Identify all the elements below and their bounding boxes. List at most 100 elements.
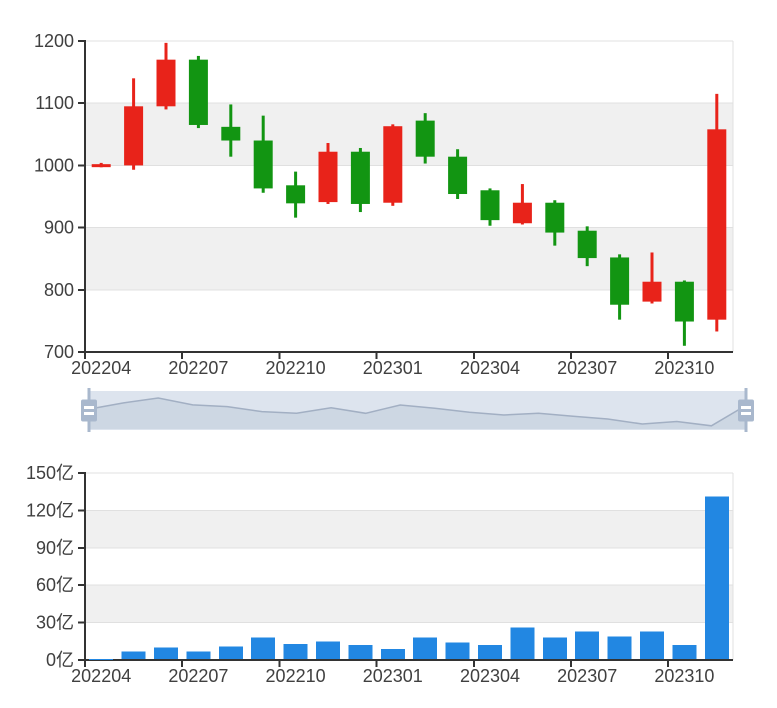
candle-202303[interactable] xyxy=(448,149,468,199)
volume-bar-202308[interactable] xyxy=(607,636,632,659)
handle-grip-body xyxy=(81,399,97,422)
y-axis-label: 1100 xyxy=(35,93,74,113)
volume-bar-202305[interactable] xyxy=(510,627,535,659)
volume-bar-202306[interactable] xyxy=(542,637,567,659)
handle-grip-slot xyxy=(741,412,751,415)
candle-202207[interactable] xyxy=(188,55,208,129)
y-axis-label: 120亿 xyxy=(26,500,74,520)
x-axis-label: 202310 xyxy=(654,666,714,686)
split-area xyxy=(85,547,733,586)
volume-bar-202207[interactable] xyxy=(186,651,211,659)
candle-202209[interactable] xyxy=(253,115,273,193)
split-area xyxy=(85,227,733,290)
y-axis-label: 60亿 xyxy=(36,575,74,595)
x-axis-label: 202307 xyxy=(557,666,617,686)
slider-right-handle[interactable] xyxy=(738,388,754,432)
candle-body xyxy=(383,126,403,203)
y-axis-label: 30亿 xyxy=(36,613,74,633)
x-axis-label: 202304 xyxy=(460,358,520,378)
candle-body xyxy=(642,281,662,302)
x-axis-label: 202304 xyxy=(460,666,520,686)
x-axis-label: 202301 xyxy=(363,358,423,378)
data-zoom-slider[interactable] xyxy=(81,388,754,432)
volume-bar-202311[interactable] xyxy=(704,496,729,659)
volume-bar-202301[interactable] xyxy=(380,648,405,659)
x-axis-label: 202204 xyxy=(71,666,131,686)
candle-202205[interactable] xyxy=(124,78,144,170)
volume-bar-202309[interactable] xyxy=(640,631,664,659)
candle-202306[interactable] xyxy=(545,200,565,246)
candle-202206[interactable] xyxy=(156,42,176,110)
candle-202311[interactable] xyxy=(707,93,727,332)
x-axis-label: 202207 xyxy=(168,358,228,378)
volume-bar-202205[interactable] xyxy=(121,651,146,659)
candle-body xyxy=(674,281,694,322)
split-area xyxy=(85,622,733,660)
candle-body xyxy=(415,120,435,157)
volume-bar-202307[interactable] xyxy=(575,631,600,659)
y-axis-label: 1200 xyxy=(34,31,74,51)
candle-202310[interactable] xyxy=(674,280,694,346)
candle-body xyxy=(350,151,370,204)
candle-body xyxy=(512,202,532,224)
split-area xyxy=(85,165,733,228)
volume-bar-202209[interactable] xyxy=(251,637,276,659)
candle-202211[interactable] xyxy=(318,143,338,204)
volume-bar-202302[interactable] xyxy=(413,637,438,659)
candle-202301[interactable] xyxy=(383,124,403,206)
candle-body xyxy=(318,151,338,203)
handle-grip-slot xyxy=(84,406,94,409)
y-axis-label: 800 xyxy=(44,280,74,300)
y-axis-label: 900 xyxy=(44,218,74,238)
candle-body xyxy=(124,106,144,166)
candle-body xyxy=(286,185,306,204)
x-axis-label: 202310 xyxy=(654,358,714,378)
candle-body xyxy=(221,126,241,141)
candle-202302[interactable] xyxy=(415,113,435,164)
volume-bar-202303[interactable] xyxy=(445,642,470,659)
volume-bar-202211[interactable] xyxy=(316,641,340,659)
slider-data-shadow xyxy=(89,398,746,429)
candle-202309[interactable] xyxy=(642,252,662,304)
handle-grip-body xyxy=(738,399,754,422)
candle-202304[interactable] xyxy=(480,188,500,226)
x-axis-label: 202207 xyxy=(168,666,228,686)
candle-wick xyxy=(650,252,654,304)
candle-202212[interactable] xyxy=(350,147,370,213)
split-area xyxy=(85,510,733,548)
candle-body xyxy=(448,156,468,195)
candle-body xyxy=(91,164,111,168)
candle-202204[interactable] xyxy=(91,162,111,168)
y-axis-label: 0亿 xyxy=(46,650,74,670)
handle-grip-slot xyxy=(84,412,94,415)
candle-202308[interactable] xyxy=(610,254,630,320)
split-area xyxy=(85,585,733,623)
candle-body xyxy=(253,140,273,189)
candle-202210[interactable] xyxy=(286,171,306,218)
volume-bar-202304[interactable] xyxy=(478,645,502,659)
volume-bar-202208[interactable] xyxy=(218,646,243,659)
candle-body xyxy=(188,59,208,125)
x-axis-label: 202210 xyxy=(266,358,326,378)
candle-body xyxy=(577,230,597,259)
split-area xyxy=(85,473,733,511)
candle-body xyxy=(156,59,176,107)
candle-202208[interactable] xyxy=(221,104,241,157)
split-area xyxy=(85,103,733,166)
handle-grip-slot xyxy=(741,406,751,409)
volume-bar-202310[interactable] xyxy=(672,645,697,659)
candle-202305[interactable] xyxy=(512,184,532,225)
volume-bar-202206[interactable] xyxy=(154,647,178,659)
volume-bar-202212[interactable] xyxy=(348,645,373,659)
y-axis-label: 1000 xyxy=(34,155,74,175)
volume-bar-202210[interactable] xyxy=(283,643,308,659)
y-axis-label: 700 xyxy=(44,342,74,362)
y-axis-label: 90亿 xyxy=(36,538,74,558)
volume-bar-202204[interactable] xyxy=(89,658,114,660)
slider-left-handle[interactable] xyxy=(81,388,97,432)
candle-body xyxy=(610,257,630,305)
x-axis-label: 202307 xyxy=(557,358,617,378)
candle-202307[interactable] xyxy=(577,226,597,267)
